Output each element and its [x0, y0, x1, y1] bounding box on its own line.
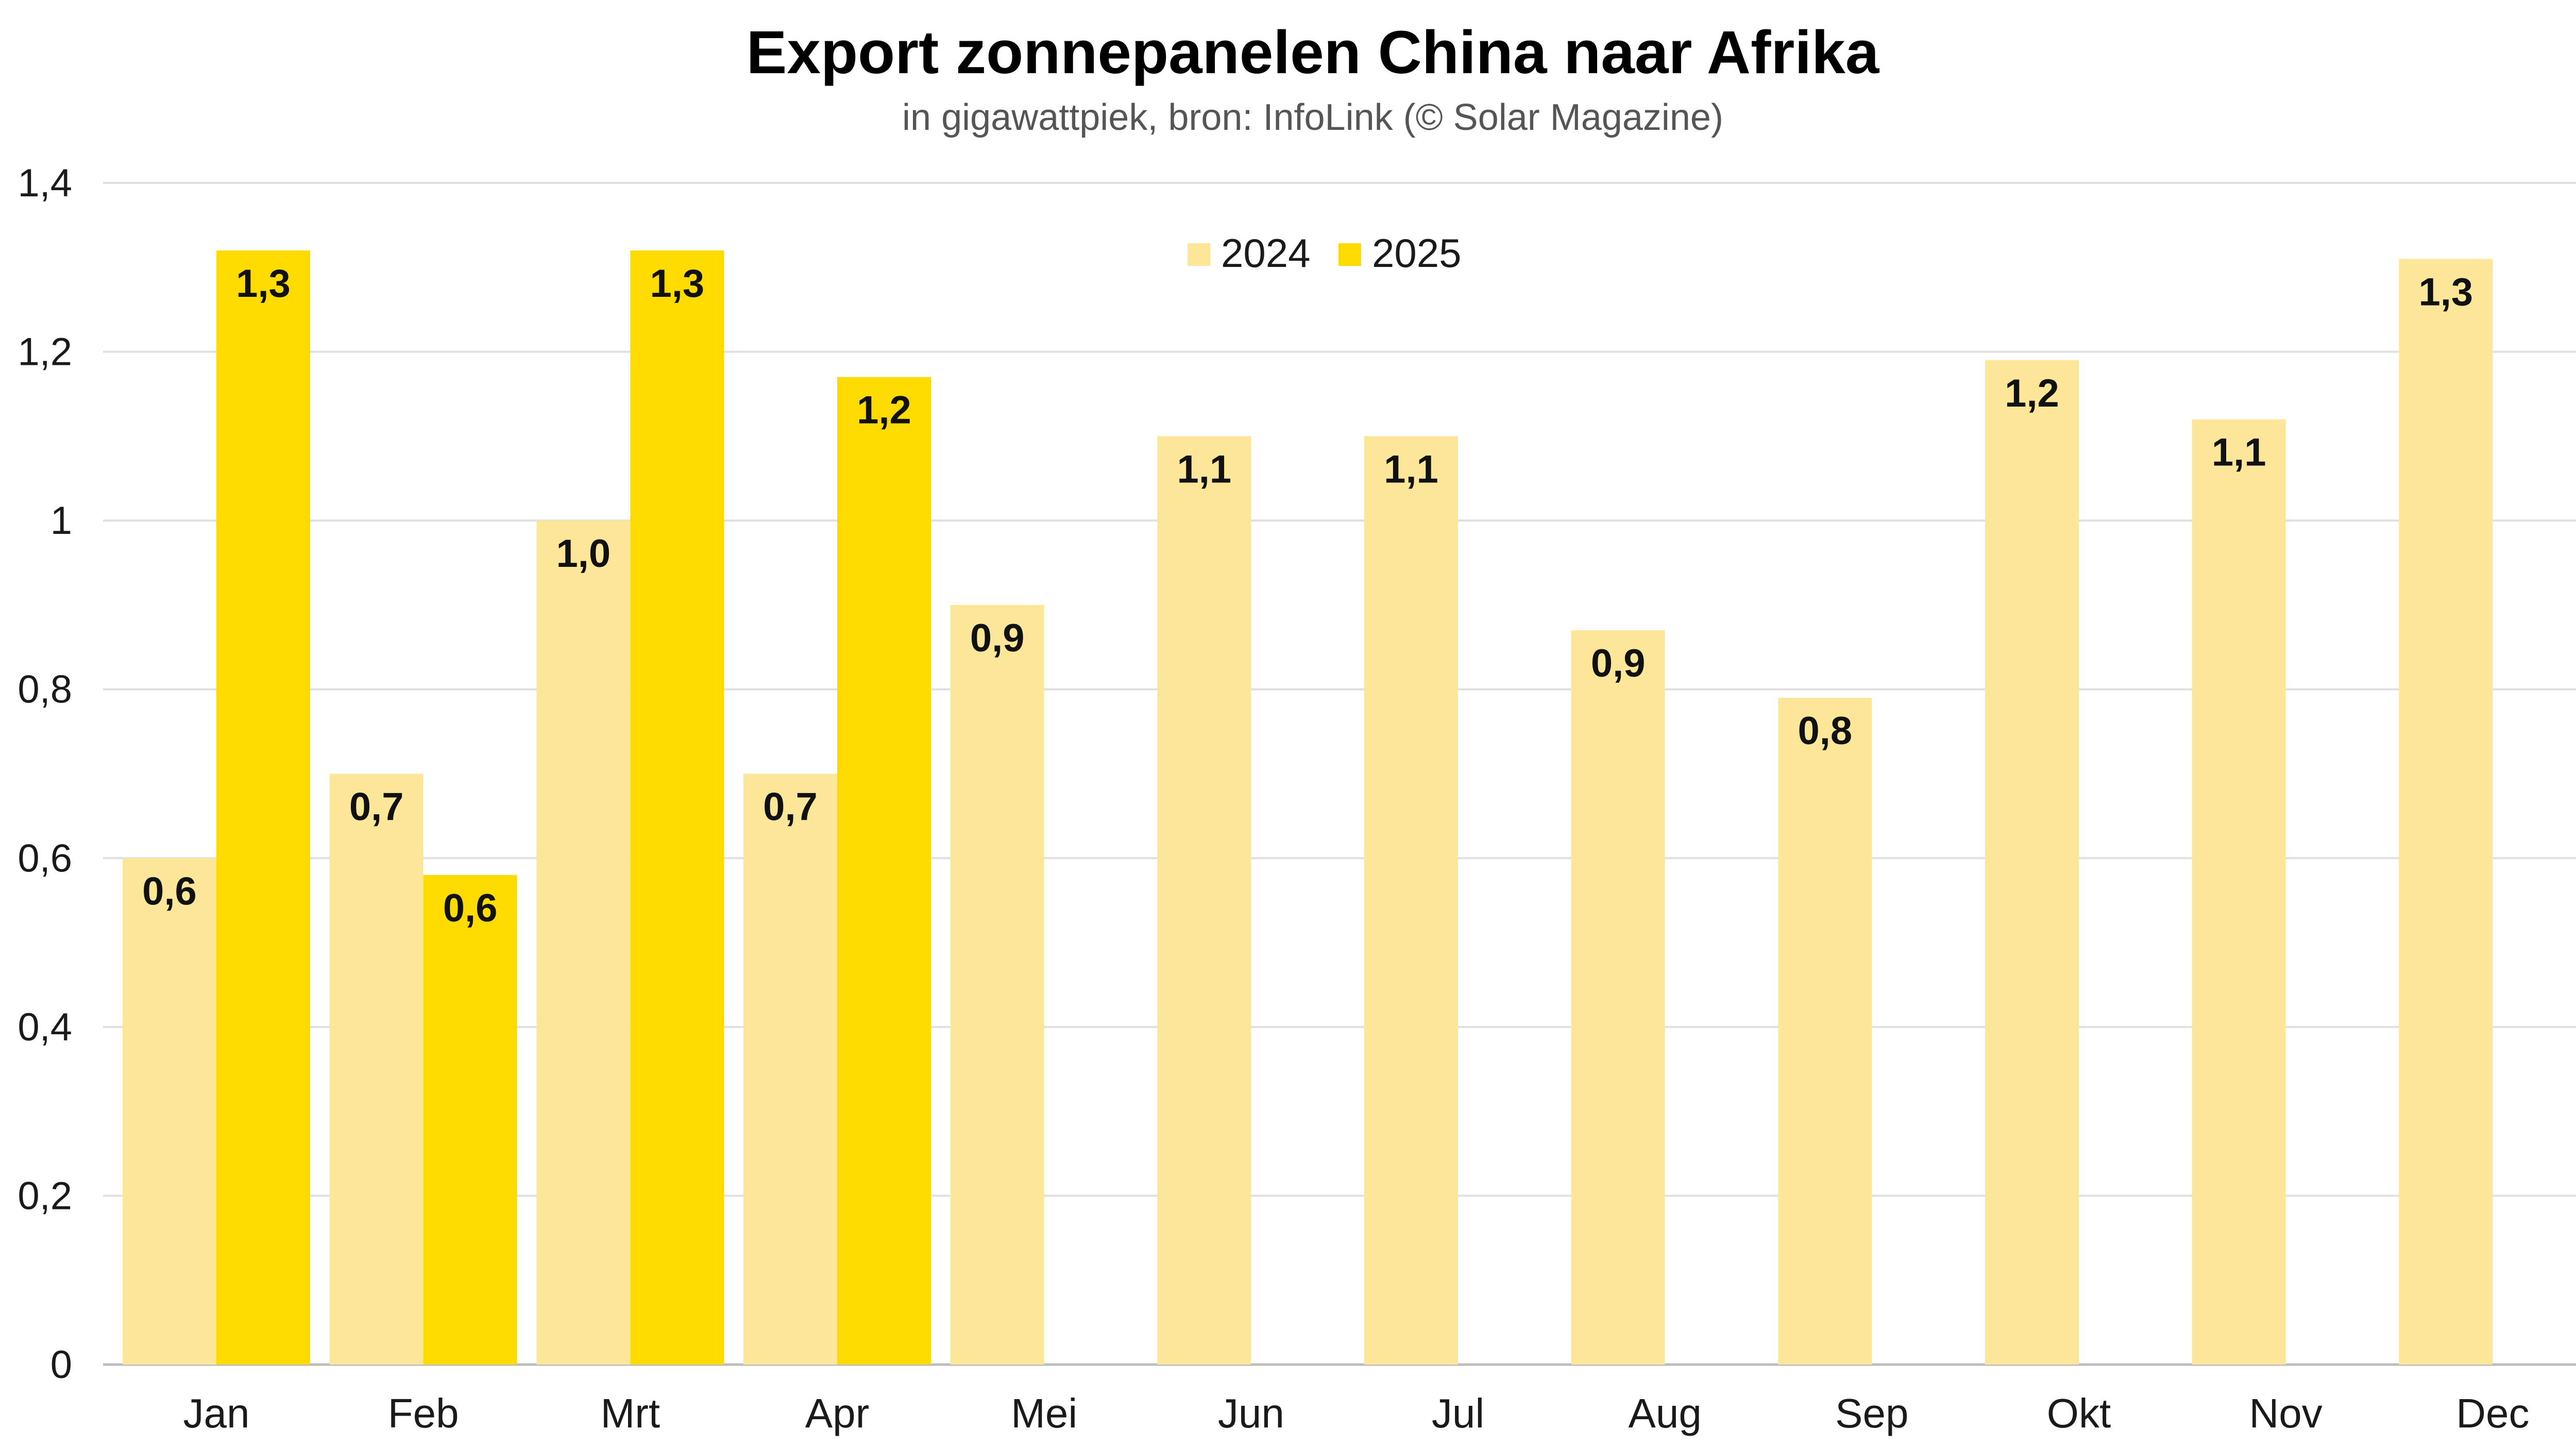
data-label-2024-nov: 1,1: [2212, 431, 2266, 475]
legend-label-2024: 2024: [1221, 230, 1311, 276]
y-tick-label: 0,4: [18, 1005, 72, 1049]
data-labels: 0,6 1,3 0,7 0,6 1,0 1,3 0,7 1,2 0,9 1,1 1,1 0,9 0,8 1…: [142, 262, 2473, 930]
data-label-2024-sep: 0,8: [1798, 709, 1853, 753]
data-label-2024-okt: 1,2: [2005, 372, 2059, 415]
bars: [123, 250, 2493, 1365]
bar-2024-dec: [2399, 259, 2493, 1365]
x-axis: Jan Feb Mrt Apr Mei Jun Jul Aug Sep Okt Nov Dec: [183, 1390, 2530, 1436]
legend-swatch-2025: [1338, 243, 1361, 266]
data-label-2025-mrt: 1,3: [650, 262, 705, 306]
bar-2024-mrt: [536, 520, 631, 1365]
bar-2025-feb: [423, 875, 517, 1365]
x-tick-label: Mei: [1011, 1390, 1077, 1436]
x-tick-label: Feb: [388, 1390, 459, 1436]
y-axis: 0 0,2 0,4 0,6 0,8 1 1,2 1,4: [18, 161, 72, 1387]
chart-subtitle: in gigawattpiek, bron: InfoLink (© Solar…: [902, 97, 1723, 138]
x-tick-label: Okt: [2047, 1390, 2111, 1436]
data-label-2024-mei: 0,9: [970, 616, 1025, 660]
data-label-2025-jan: 1,3: [236, 262, 291, 306]
data-label-2025-apr: 1,2: [857, 389, 911, 432]
bar-2024-aug: [1571, 630, 1665, 1365]
bar-2024-jan: [123, 858, 216, 1365]
data-label-2024-apr: 0,7: [763, 785, 818, 829]
bar-2025-apr: [837, 377, 931, 1365]
chart-title: Export zonnepanelen China naar Afrika: [747, 19, 1880, 87]
bar-2024-apr: [743, 774, 837, 1365]
y-tick-label: 0,2: [18, 1174, 72, 1218]
data-label-2024-jul: 1,1: [1384, 447, 1438, 491]
x-tick-label: Sep: [1835, 1390, 1908, 1436]
x-tick-label: Aug: [1628, 1390, 1701, 1436]
data-label-2024-dec: 1,3: [2419, 270, 2473, 314]
y-tick-label: 0,8: [18, 668, 72, 712]
bar-2024-jul: [1364, 436, 1458, 1365]
bar-2025-jan: [216, 250, 310, 1365]
y-tick-label: 0: [50, 1343, 72, 1387]
legend-swatch-2024: [1188, 243, 1210, 266]
x-tick-label: Mrt: [601, 1390, 660, 1436]
bar-2025-mrt: [630, 250, 724, 1365]
y-tick-label: 1,2: [18, 330, 72, 374]
y-tick-label: 1,4: [18, 161, 72, 205]
bar-2024-nov: [2192, 419, 2286, 1365]
bar-2024-sep: [1778, 698, 1872, 1365]
x-tick-label: Jul: [1432, 1390, 1484, 1436]
x-tick-label: Apr: [805, 1390, 870, 1436]
data-label-2024-mrt: 1,0: [556, 532, 611, 576]
legend-label-2025: 2025: [1372, 230, 1462, 276]
data-label-2025-feb: 0,6: [443, 886, 498, 930]
bar-2024-mei: [950, 604, 1044, 1365]
y-tick-label: 0,6: [18, 836, 72, 880]
x-tick-label: Jan: [183, 1390, 250, 1436]
y-tick-label: 1: [50, 499, 72, 543]
bar-2024-jun: [1157, 436, 1251, 1365]
legend: 2024 2025: [1188, 230, 1462, 276]
data-label-2024-jun: 1,1: [1177, 447, 1232, 491]
bar-2024-okt: [1985, 360, 2079, 1365]
x-tick-label: Jun: [1218, 1390, 1284, 1436]
data-label-2024-aug: 0,9: [1591, 642, 1646, 685]
data-label-2024-feb: 0,7: [349, 785, 404, 829]
data-label-2024-jan: 0,6: [142, 869, 197, 913]
x-tick-label: Nov: [2249, 1390, 2323, 1436]
x-tick-label: Dec: [2456, 1390, 2529, 1436]
bar-2024-feb: [329, 774, 423, 1365]
